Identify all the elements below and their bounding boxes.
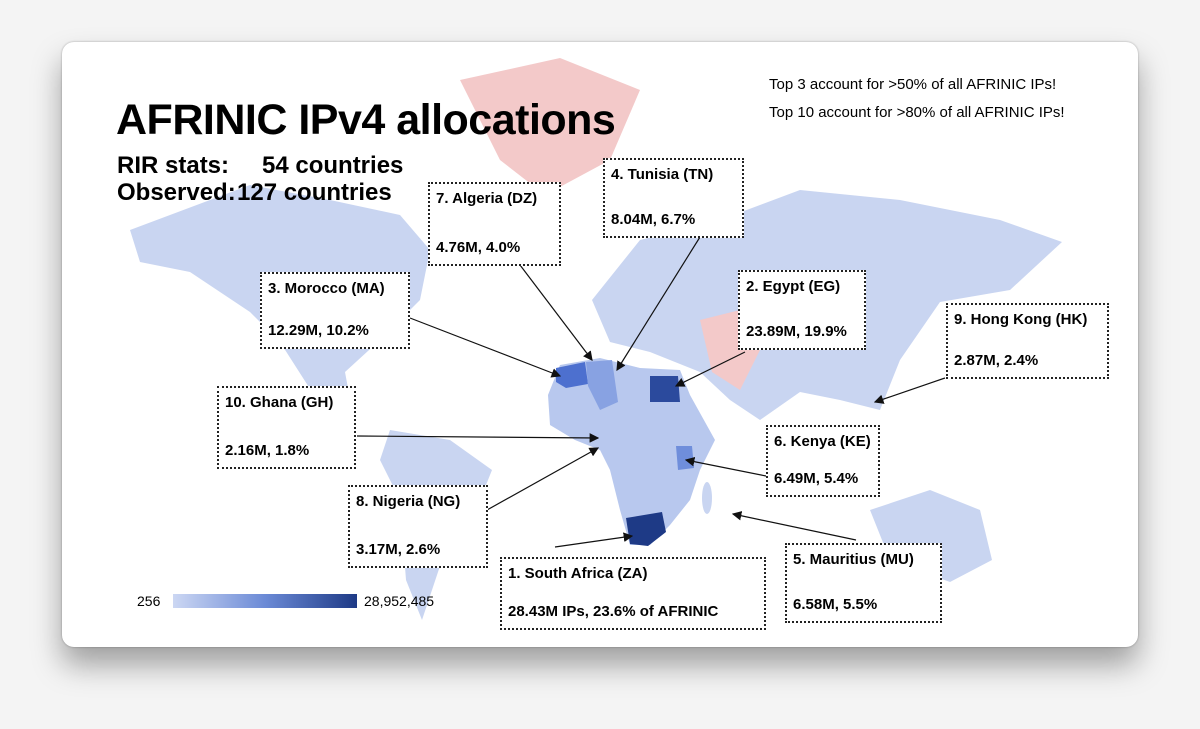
arrow bbox=[731, 511, 857, 541]
callout-title: 6. Kenya (KE) bbox=[774, 433, 871, 450]
kenya bbox=[676, 446, 694, 470]
callout-title: 3. Morocco (MA) bbox=[268, 280, 385, 297]
arrow bbox=[684, 456, 767, 477]
callout-title: 9. Hong Kong (HK) bbox=[954, 311, 1088, 328]
callout-title: 2. Egypt (EG) bbox=[746, 278, 841, 295]
callout-detail: 12.29M, 10.2% bbox=[268, 322, 369, 339]
arrow bbox=[409, 317, 562, 378]
color-scale bbox=[173, 594, 357, 608]
arrow bbox=[674, 351, 746, 387]
slide: AFRINIC IPv4 allocations RIR stats: 54 co… bbox=[62, 42, 1138, 647]
africa bbox=[548, 358, 715, 545]
stat-value: 127 countries bbox=[237, 179, 392, 206]
title: AFRINIC IPv4 allocations bbox=[116, 96, 616, 144]
madagascar bbox=[702, 482, 712, 514]
arrow bbox=[356, 433, 600, 443]
callout-title: 10. Ghana (GH) bbox=[225, 394, 334, 411]
arrow bbox=[486, 447, 600, 511]
callout-detail: 23.89M, 19.9% bbox=[746, 323, 847, 340]
note: Top 10 account for >80% of all AFRINIC I… bbox=[769, 104, 1065, 121]
callout-detail: 3.17M, 2.6% bbox=[356, 541, 441, 558]
callout: 2. Egypt (EG) 23.89M, 19.9% bbox=[738, 270, 866, 350]
arrows bbox=[356, 236, 946, 548]
callout-title: 4. Tunisia (TN) bbox=[611, 166, 714, 183]
callout-detail: 28.43M IPs, 23.6% of AFRINIC bbox=[508, 603, 719, 620]
callout-title: 1. South Africa (ZA) bbox=[508, 565, 648, 582]
callout: 1. South Africa (ZA) 28.43M IPs, 23.6% of… bbox=[500, 557, 766, 630]
egypt bbox=[650, 376, 680, 402]
callout: 3. Morocco (MA) 12.29M, 10.2% bbox=[260, 272, 410, 349]
legend-max: 28,952,485 bbox=[364, 593, 435, 609]
callout: 5. Mauritius (MU) 6.58M, 5.5% bbox=[785, 543, 942, 623]
stat: RIR stats: 54 countries bbox=[117, 152, 403, 180]
stat-label: RIR stats: bbox=[117, 152, 230, 179]
arrow bbox=[873, 377, 946, 404]
callout: 4. Tunisia (TN) 8.04M, 6.7% bbox=[603, 158, 744, 238]
callout: 9. Hong Kong (HK) 2.87M, 2.4% bbox=[946, 303, 1109, 379]
callout-detail: 8.04M, 6.7% bbox=[611, 211, 696, 228]
callout-title: 8. Nigeria (NG) bbox=[356, 493, 461, 510]
callout-detail: 2.16M, 1.8% bbox=[225, 442, 310, 459]
callout: 7. Algeria (DZ) 4.76M, 4.0% bbox=[428, 182, 561, 266]
callout-title: 5. Mauritius (MU) bbox=[793, 551, 914, 568]
callout-detail: 4.76M, 4.0% bbox=[436, 239, 521, 256]
south-africa bbox=[626, 512, 666, 546]
arrow bbox=[554, 532, 634, 548]
arrow bbox=[616, 236, 701, 372]
note: Top 3 account for >50% of all AFRINIC IP… bbox=[769, 76, 1057, 93]
callout: 10. Ghana (GH) 2.16M, 1.8% bbox=[217, 386, 356, 469]
algeria bbox=[586, 360, 618, 410]
callout: 8. Nigeria (NG) 3.17M, 2.6% bbox=[348, 485, 488, 568]
legend-min: 256 bbox=[137, 593, 161, 609]
stat-value: 54 countries bbox=[262, 152, 404, 179]
arrow bbox=[519, 264, 593, 361]
callout: 6. Kenya (KE) 6.49M, 5.4% bbox=[766, 425, 880, 497]
callout-title: 7. Algeria (DZ) bbox=[436, 190, 538, 207]
callout-detail: 2.87M, 2.4% bbox=[954, 352, 1039, 369]
morocco bbox=[556, 362, 588, 388]
callout-detail: 6.58M, 5.5% bbox=[793, 596, 878, 613]
stat: Observed:127 countries bbox=[117, 179, 392, 207]
stat-label: Observed: bbox=[117, 179, 236, 206]
greenland bbox=[460, 58, 640, 195]
callout-detail: 6.49M, 5.4% bbox=[774, 470, 859, 487]
